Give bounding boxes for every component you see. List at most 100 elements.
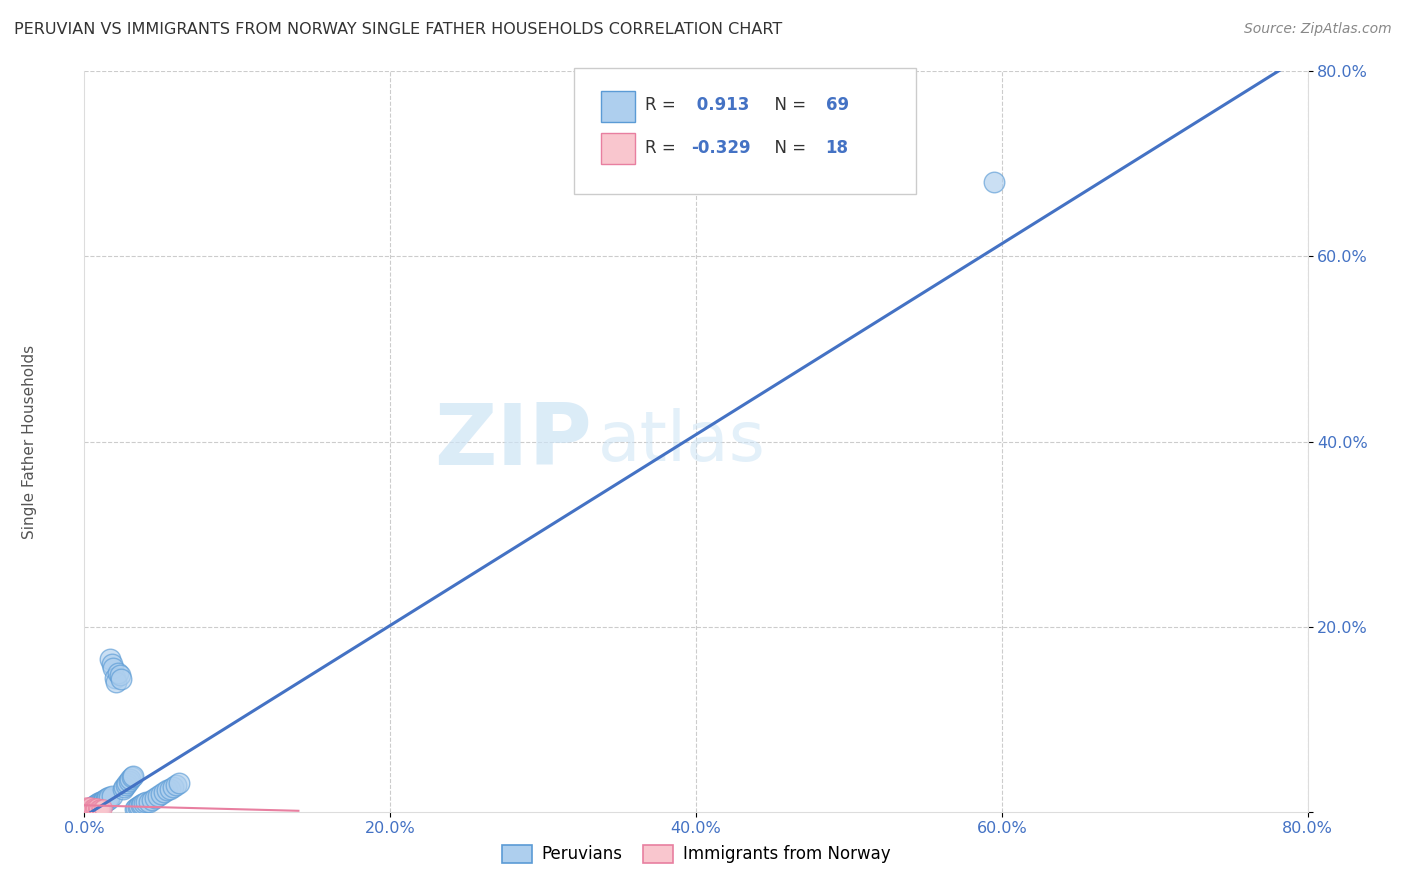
Point [111,781,134,796]
Point [80,802,103,816]
Point [77,802,100,816]
Point [76,799,98,814]
Point [108,667,131,681]
Point [138,795,160,809]
Point [87,798,110,813]
Point [103,661,125,675]
Point [87,797,110,811]
Point [94,791,117,805]
Point [141,793,163,807]
Point [79,799,101,814]
Point [983,175,1005,190]
Point [76,803,98,817]
Point [107,665,129,680]
Point [131,797,153,812]
Point [93,793,115,807]
Text: R =: R = [644,138,681,157]
Point [80,802,103,816]
Point [96,790,118,805]
Point [91,796,114,810]
Point [79,803,101,817]
Point [86,802,108,816]
Text: Single Father Households: Single Father Households [22,344,37,539]
Point [118,774,141,789]
Point [86,798,108,813]
Text: atlas: atlas [598,408,766,475]
Point [114,778,136,792]
Point [101,657,124,671]
Point [89,796,111,810]
Point [86,799,108,814]
Point [94,794,117,808]
Text: R =: R = [644,95,681,113]
Point [75,800,97,814]
Point [80,801,103,815]
Point [79,801,101,815]
Point [143,790,166,805]
Point [80,800,103,814]
Point [83,800,105,814]
Text: PERUVIAN VS IMMIGRANTS FROM NORWAY SINGLE FATHER HOUSEHOLDS CORRELATION CHART: PERUVIAN VS IMMIGRANTS FROM NORWAY SINGL… [14,22,782,37]
Text: 0.913: 0.913 [692,95,749,113]
Text: N =: N = [765,95,811,113]
Point [86,797,108,812]
Point [115,776,138,790]
Point [90,795,112,809]
Point [84,801,107,815]
Point [132,797,155,811]
Point [124,802,146,816]
Text: ZIP: ZIP [434,400,592,483]
Point [125,801,148,815]
Point [156,783,179,797]
Point [89,801,111,815]
Point [104,671,127,685]
Point [98,652,121,666]
Point [84,800,107,814]
Point [153,785,176,799]
Point [91,794,114,808]
Point [89,797,111,812]
Point [110,673,132,687]
Legend: Peruvians, Immigrants from Norway: Peruvians, Immigrants from Norway [495,838,897,870]
Point [101,789,124,803]
Point [83,801,105,815]
Point [165,778,187,792]
Point [128,799,150,814]
Text: 69: 69 [825,95,849,113]
Point [129,798,152,813]
Point [84,798,107,813]
Point [122,769,145,783]
Point [120,772,142,787]
Point [121,771,143,785]
Point [79,801,101,815]
Point [159,781,181,796]
Point [105,675,128,690]
Point [167,776,190,790]
Point [83,799,105,814]
Point [77,800,100,814]
Point [91,801,114,815]
Point [87,802,110,816]
Point [83,802,105,816]
Point [77,802,100,816]
Point [112,780,135,794]
Text: 18: 18 [825,138,849,157]
Point [83,800,105,814]
Text: N =: N = [765,138,811,157]
Point [97,791,120,805]
FancyBboxPatch shape [600,91,636,121]
Point [90,797,112,811]
Point [127,800,149,814]
Point [135,796,157,810]
Point [162,780,184,794]
Point [96,793,118,807]
Text: -0.329: -0.329 [692,138,751,157]
Point [84,799,107,814]
FancyBboxPatch shape [574,68,917,194]
Point [86,800,108,814]
FancyBboxPatch shape [600,133,636,164]
Point [76,801,98,815]
Point [97,789,120,804]
Point [80,801,103,815]
Point [146,789,169,803]
